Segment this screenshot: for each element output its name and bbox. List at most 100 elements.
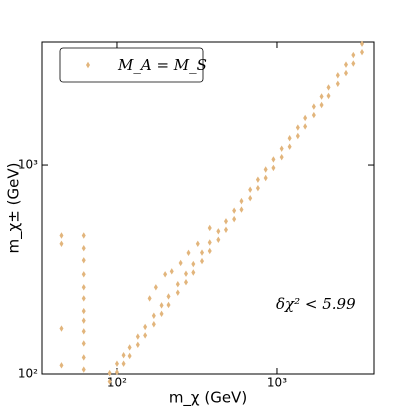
data-point — [223, 218, 228, 225]
y-axis-label: m_χ± (GeV) — [5, 163, 24, 254]
data-point — [127, 352, 132, 360]
data-point — [127, 344, 132, 351]
data-point — [81, 354, 86, 361]
data-point — [351, 60, 356, 67]
y-tick-label: 10³ — [18, 158, 38, 172]
data-point — [59, 232, 64, 239]
data-point — [81, 328, 86, 335]
data-point — [81, 232, 86, 239]
data-point — [169, 268, 174, 275]
data-point — [223, 226, 228, 233]
data-point — [59, 362, 64, 369]
data-point — [200, 249, 205, 256]
plot-frame — [41, 41, 375, 375]
data-point — [135, 341, 140, 348]
data-point — [232, 207, 237, 214]
data-point — [295, 124, 300, 131]
data-point — [186, 249, 191, 257]
data-point — [239, 197, 244, 205]
data-point — [216, 236, 221, 243]
data-point — [255, 184, 260, 192]
data-point — [335, 72, 340, 79]
data-point — [311, 111, 316, 119]
data-point — [319, 101, 324, 109]
data-point — [153, 284, 158, 291]
data-point — [175, 289, 180, 296]
data-point — [248, 194, 253, 202]
data-point — [271, 164, 276, 172]
x-tick-label: 10³ — [267, 376, 287, 390]
data-point — [107, 378, 112, 385]
data-point — [326, 84, 331, 91]
data-point — [81, 317, 86, 324]
data-point — [232, 215, 237, 223]
data-point — [121, 352, 126, 359]
data-point — [191, 260, 196, 268]
data-point — [147, 295, 152, 302]
data-point — [81, 340, 86, 347]
data-point — [319, 93, 324, 100]
data-point — [263, 174, 268, 182]
data-point — [248, 186, 253, 193]
data-point — [59, 325, 64, 332]
data-point — [207, 247, 212, 255]
data-point — [303, 123, 308, 130]
data-point — [81, 366, 86, 373]
annotation: δχ² < 5.99 — [276, 295, 356, 313]
data-point — [263, 166, 268, 173]
legend-label: M_A = M_S — [117, 56, 207, 74]
data-point — [271, 156, 276, 163]
data-point — [135, 333, 140, 340]
legend-marker — [86, 61, 90, 69]
data-point — [183, 278, 188, 286]
data-point — [166, 293, 171, 300]
data-point — [279, 145, 284, 152]
data-point — [163, 271, 168, 278]
data-point — [183, 270, 188, 277]
data-point — [311, 103, 316, 110]
data-point — [326, 92, 331, 100]
data-point — [200, 257, 205, 265]
data-point — [107, 369, 112, 377]
data-point — [81, 271, 86, 278]
data-point — [207, 239, 212, 246]
data-point — [303, 114, 308, 122]
data-point — [151, 312, 156, 319]
data-point — [360, 48, 365, 56]
data-point — [81, 244, 86, 252]
data-point — [255, 176, 260, 183]
data-point — [207, 224, 212, 232]
data-point — [178, 259, 183, 267]
data-point — [151, 321, 156, 328]
data-point — [143, 323, 148, 331]
data-point — [121, 360, 126, 367]
data-point — [81, 307, 86, 315]
data-point — [166, 301, 171, 309]
data-point — [159, 310, 164, 318]
data-point — [81, 284, 86, 291]
data-point — [175, 280, 180, 288]
data-point — [143, 332, 148, 339]
data-point — [59, 240, 64, 247]
data-point — [239, 206, 244, 213]
y-tick-label: 10² — [18, 367, 38, 381]
x-axis-label: m_χ (GeV) — [169, 389, 247, 408]
data-point — [216, 228, 221, 235]
data-point — [343, 69, 348, 77]
data-point — [351, 51, 356, 59]
x-tick-label: 10² — [107, 376, 127, 390]
data-point — [81, 295, 86, 302]
data-point — [287, 135, 292, 142]
data-point — [114, 360, 119, 367]
data-point — [159, 302, 164, 309]
data-point — [195, 240, 200, 247]
data-point — [287, 143, 292, 150]
data-point — [360, 40, 365, 47]
data-point — [335, 80, 340, 87]
data-point — [81, 257, 86, 264]
data-point — [279, 153, 284, 161]
data-point — [191, 269, 196, 276]
data-point — [343, 61, 348, 68]
data-point — [295, 132, 300, 140]
